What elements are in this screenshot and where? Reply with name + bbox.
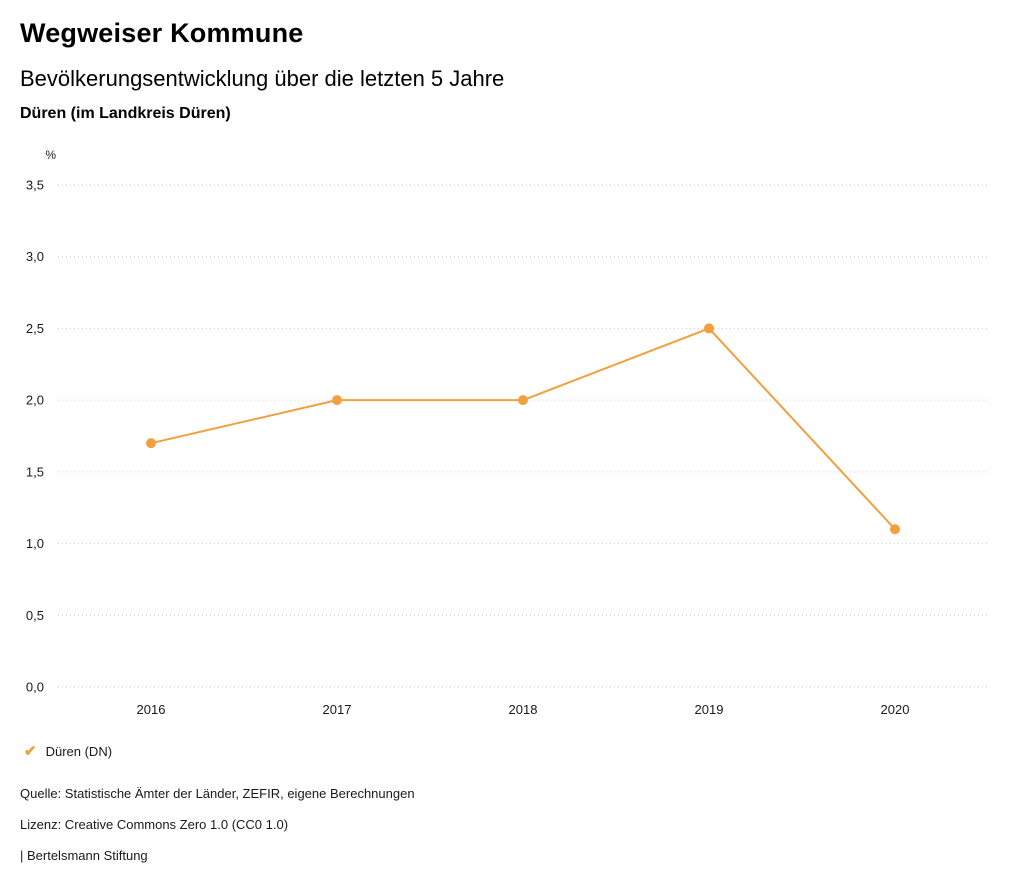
y-tick-label: 2,5 bbox=[26, 321, 44, 336]
x-tick-label: 2018 bbox=[509, 702, 538, 717]
data-point[interactable] bbox=[332, 395, 342, 406]
region-label: Düren (im Landkreis Düren) bbox=[20, 105, 231, 122]
y-tick-label: 2,0 bbox=[26, 393, 44, 408]
attribution-text: | Bertelsmann Stiftung bbox=[20, 848, 148, 863]
legend-item-dueren[interactable]: ✔ Düren (DN) bbox=[24, 744, 112, 759]
y-tick-label: 3,0 bbox=[26, 249, 44, 264]
source-text: Quelle: Statistische Ämter der Länder, Z… bbox=[20, 786, 415, 801]
y-tick-label: 0,5 bbox=[26, 608, 44, 623]
x-tick-label: 2019 bbox=[695, 702, 724, 717]
y-axis-unit-label: % bbox=[45, 148, 56, 162]
line-chart: % 0,0 0,5 1,0 1,5 2,0 2,5 3,0 3,5 2016 2017 2018 201… bbox=[0, 140, 1024, 725]
y-tick-label: 0,0 bbox=[26, 680, 44, 695]
page-title: Wegweiser Kommune bbox=[20, 18, 304, 48]
x-tick-label: 2020 bbox=[881, 702, 910, 717]
chart-canvas: % 0,0 0,5 1,0 1,5 2,0 2,5 3,0 3,5 2016 2017 2018 201… bbox=[26, 148, 988, 717]
license-text: Lizenz: Creative Commons Zero 1.0 (CC0 1… bbox=[20, 817, 289, 832]
legend-label: Düren (DN) bbox=[45, 744, 113, 759]
data-line bbox=[150, 327, 896, 530]
chart-subtitle: Bevölkerungsentwicklung über die letzten… bbox=[20, 66, 505, 91]
data-point[interactable] bbox=[890, 524, 900, 535]
check-icon: ✔ bbox=[24, 743, 37, 760]
chart-legend: ✔ Düren (DN) bbox=[24, 744, 112, 759]
data-point[interactable] bbox=[518, 395, 528, 406]
x-tick-label: 2017 bbox=[323, 702, 352, 717]
y-tick-label: 3,5 bbox=[26, 178, 44, 193]
y-tick-label: 1,5 bbox=[26, 464, 44, 479]
y-tick-label: 1,0 bbox=[26, 536, 44, 551]
data-point[interactable] bbox=[704, 323, 714, 334]
x-tick-label: 2016 bbox=[137, 702, 166, 717]
data-point[interactable] bbox=[146, 438, 156, 449]
